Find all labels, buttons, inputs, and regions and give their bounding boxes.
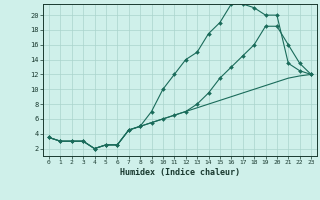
X-axis label: Humidex (Indice chaleur): Humidex (Indice chaleur) [120, 168, 240, 177]
